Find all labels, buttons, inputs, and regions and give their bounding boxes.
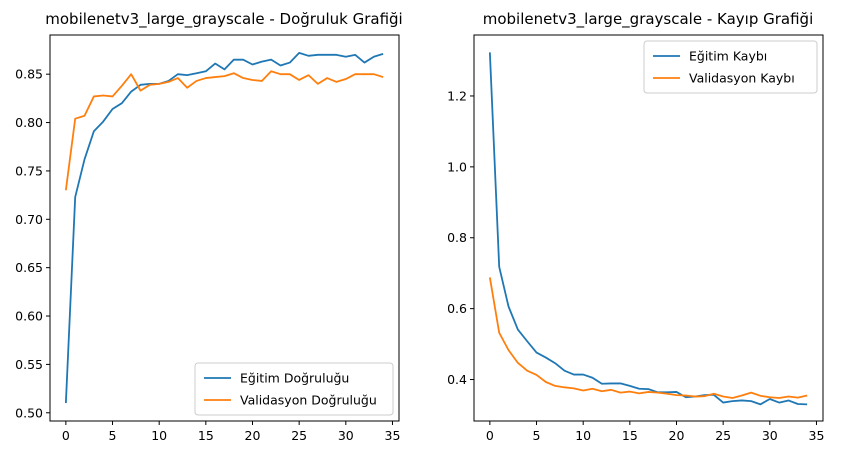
accuracy-chart: mobilenetv3_large_grayscale - Doğruluk G… — [15, 10, 403, 443]
accuracy-y-tick-label: 0.80 — [15, 115, 43, 130]
accuracy-legend-label-1: Validasyon Doğruluğu — [240, 393, 377, 408]
loss-y-tick-label: 0.8 — [447, 230, 467, 245]
loss-chart: mobilenetv3_large_grayscale - Kayıp Graf… — [447, 10, 824, 443]
accuracy-x-tick-label: 10 — [151, 428, 167, 443]
loss-x-tick-label: 0 — [486, 428, 494, 443]
loss-x-tick-label: 15 — [622, 428, 638, 443]
accuracy-y-tick-label: 0.75 — [15, 163, 43, 178]
accuracy-y-tick-label: 0.55 — [15, 357, 43, 372]
accuracy-y-tick-label: 0.50 — [15, 405, 43, 420]
accuracy-axes-frame — [49, 34, 400, 422]
loss-x-tick-label: 20 — [669, 428, 685, 443]
loss-series-line-0 — [488, 52, 808, 406]
accuracy-y-tick-label: 0.65 — [15, 260, 43, 275]
loss-x-tick-label: 30 — [762, 428, 778, 443]
loss-axes-frame — [473, 34, 824, 422]
accuracy-y-tick-label: 0.60 — [15, 309, 43, 324]
loss-x-tick-label: 35 — [809, 428, 825, 443]
loss-chart-title: mobilenetv3_large_grayscale - Kayıp Graf… — [483, 10, 814, 29]
accuracy-series-line-1 — [64, 70, 384, 191]
accuracy-y-tick-label: 0.85 — [15, 67, 43, 82]
loss-x-tick-label: 25 — [715, 428, 731, 443]
loss-x-tick-label: 5 — [533, 428, 541, 443]
loss-legend-label-0: Eğitim Kaybı — [689, 49, 767, 64]
accuracy-y-tick-label: 0.70 — [15, 212, 43, 227]
loss-legend-label-1: Validasyon Kaybı — [689, 71, 795, 86]
accuracy-x-tick-label: 15 — [198, 428, 214, 443]
accuracy-legend: Eğitim Doğruluğu Validasyon Doğruluğu — [194, 362, 394, 416]
accuracy-x-tick-label: 35 — [385, 428, 401, 443]
loss-y-tick-label: 0.6 — [447, 301, 467, 316]
accuracy-series-line-0 — [64, 52, 384, 404]
loss-legend: Eğitim Kaybı Validasyon Kaybı — [643, 40, 818, 94]
accuracy-x-tick-label: 20 — [245, 428, 261, 443]
accuracy-x-tick-label: 25 — [291, 428, 307, 443]
loss-y-tick-label: 0.4 — [447, 372, 467, 387]
loss-y-tick-label: 1.2 — [447, 88, 467, 103]
accuracy-x-tick-label: 30 — [338, 428, 354, 443]
accuracy-legend-label-0: Eğitim Doğruluğu — [240, 371, 349, 386]
accuracy-chart-title: mobilenetv3_large_grayscale - Doğruluk G… — [45, 10, 402, 29]
loss-y-tick-label: 1.0 — [447, 159, 467, 174]
loss-series-line-1 — [488, 277, 808, 399]
accuracy-x-tick-label: 5 — [109, 428, 117, 443]
loss-x-tick-label: 10 — [575, 428, 591, 443]
accuracy-x-tick-label: 0 — [62, 428, 70, 443]
